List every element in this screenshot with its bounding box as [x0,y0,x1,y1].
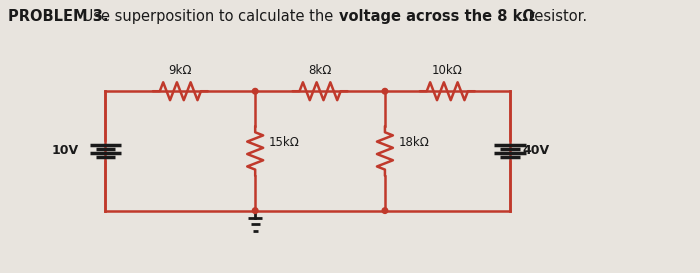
Text: 18kΩ: 18kΩ [399,136,430,149]
Text: voltage across the 8 kΩ: voltage across the 8 kΩ [339,9,535,24]
Text: 9kΩ: 9kΩ [169,64,192,77]
Text: 15kΩ: 15kΩ [270,136,300,149]
Text: 40V: 40V [523,144,550,158]
Text: resistor.: resistor. [524,9,587,24]
Text: 8kΩ: 8kΩ [309,64,332,77]
Circle shape [253,208,258,213]
Circle shape [382,88,388,94]
Text: 10V: 10V [51,144,78,158]
Circle shape [382,208,388,213]
Text: 10kΩ: 10kΩ [432,64,463,77]
Text: PROBLEM 3.: PROBLEM 3. [8,9,108,24]
Text: Use superposition to calculate the: Use superposition to calculate the [78,9,337,24]
Circle shape [253,88,258,94]
